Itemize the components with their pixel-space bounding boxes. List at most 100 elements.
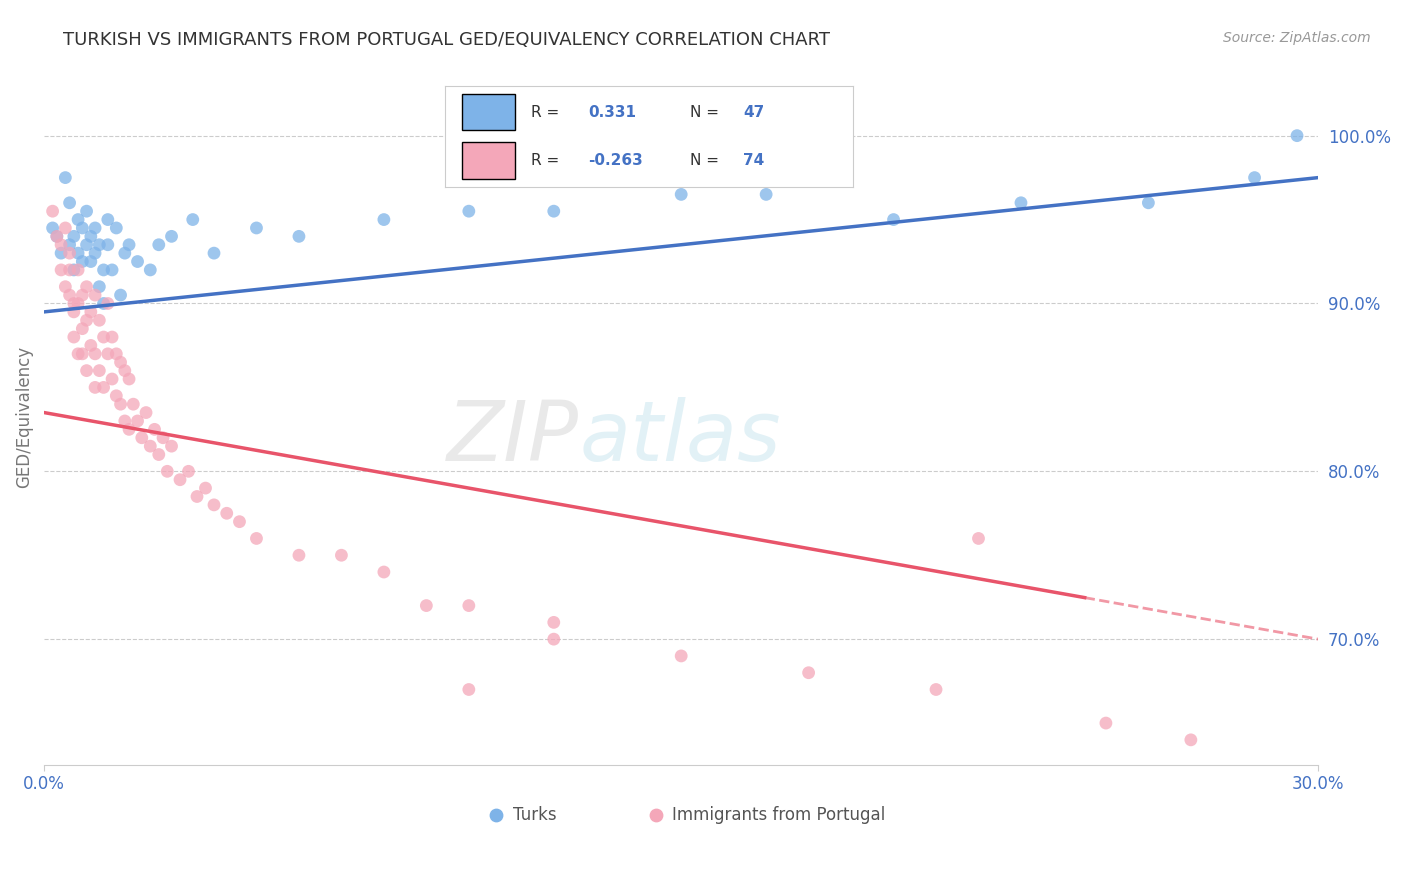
Point bbox=[45, 229, 67, 244]
Point bbox=[152, 431, 174, 445]
Point bbox=[63, 296, 86, 310]
Point bbox=[72, 321, 94, 335]
Point bbox=[101, 330, 124, 344]
Point bbox=[373, 212, 395, 227]
Point bbox=[84, 221, 107, 235]
Point bbox=[148, 448, 170, 462]
Point bbox=[543, 632, 565, 647]
Point bbox=[118, 422, 141, 436]
Point bbox=[72, 221, 94, 235]
Point bbox=[925, 682, 948, 697]
Point bbox=[67, 296, 90, 310]
Point bbox=[194, 481, 217, 495]
Point bbox=[63, 330, 86, 344]
Text: atlas: atlas bbox=[579, 397, 780, 478]
Point bbox=[967, 532, 990, 546]
Point bbox=[1243, 170, 1265, 185]
Point bbox=[114, 414, 136, 428]
Point bbox=[97, 347, 120, 361]
Point bbox=[148, 237, 170, 252]
Y-axis label: GED/Equivalency: GED/Equivalency bbox=[15, 346, 32, 488]
Point bbox=[288, 548, 311, 562]
Point bbox=[93, 263, 115, 277]
Point bbox=[67, 212, 90, 227]
Point bbox=[245, 221, 267, 235]
Point bbox=[139, 263, 162, 277]
Point bbox=[49, 237, 72, 252]
Point bbox=[67, 246, 90, 260]
Point bbox=[215, 506, 238, 520]
Point bbox=[135, 406, 157, 420]
Point bbox=[84, 288, 107, 302]
Point bbox=[1095, 716, 1118, 731]
Point bbox=[101, 263, 124, 277]
Point bbox=[53, 279, 76, 293]
Point bbox=[330, 548, 353, 562]
Text: Immigrants from Portugal: Immigrants from Portugal bbox=[672, 806, 886, 824]
Point bbox=[457, 204, 479, 219]
Point bbox=[97, 296, 120, 310]
Point bbox=[543, 204, 565, 219]
Point bbox=[131, 431, 153, 445]
Point bbox=[669, 187, 692, 202]
Point bbox=[80, 305, 103, 319]
Point bbox=[63, 263, 86, 277]
Point bbox=[76, 279, 98, 293]
Point bbox=[89, 279, 111, 293]
Point bbox=[797, 665, 820, 680]
Point bbox=[122, 397, 145, 411]
Point bbox=[288, 229, 311, 244]
Point bbox=[67, 263, 90, 277]
Point bbox=[49, 263, 72, 277]
Point bbox=[202, 246, 225, 260]
Point bbox=[181, 212, 204, 227]
Point bbox=[669, 648, 692, 663]
Point bbox=[84, 347, 107, 361]
Point bbox=[58, 288, 80, 302]
Point bbox=[543, 615, 565, 630]
Point bbox=[1180, 732, 1202, 747]
Point bbox=[127, 254, 149, 268]
Text: Source: ZipAtlas.com: Source: ZipAtlas.com bbox=[1223, 31, 1371, 45]
Point bbox=[67, 347, 90, 361]
Point bbox=[127, 414, 149, 428]
Text: TURKISH VS IMMIGRANTS FROM PORTUGAL GED/EQUIVALENCY CORRELATION CHART: TURKISH VS IMMIGRANTS FROM PORTUGAL GED/… bbox=[63, 31, 831, 49]
Point bbox=[63, 229, 86, 244]
Point bbox=[80, 254, 103, 268]
Point bbox=[883, 212, 905, 227]
Point bbox=[76, 204, 98, 219]
Point bbox=[63, 305, 86, 319]
Point bbox=[84, 380, 107, 394]
Point bbox=[93, 380, 115, 394]
Point bbox=[76, 237, 98, 252]
Point bbox=[101, 372, 124, 386]
Point bbox=[110, 288, 132, 302]
Point bbox=[160, 439, 183, 453]
Point bbox=[177, 464, 200, 478]
Point bbox=[49, 246, 72, 260]
Point bbox=[110, 355, 132, 369]
Point bbox=[41, 204, 63, 219]
Point bbox=[457, 682, 479, 697]
Point bbox=[72, 254, 94, 268]
Point bbox=[202, 498, 225, 512]
Point bbox=[53, 221, 76, 235]
Point bbox=[415, 599, 437, 613]
Point bbox=[143, 422, 166, 436]
Point bbox=[228, 515, 250, 529]
Point bbox=[58, 237, 80, 252]
Point bbox=[160, 229, 183, 244]
Point bbox=[1010, 195, 1032, 210]
Point bbox=[169, 473, 191, 487]
Point bbox=[76, 363, 98, 377]
Point bbox=[1137, 195, 1160, 210]
Point bbox=[373, 565, 395, 579]
Point bbox=[114, 363, 136, 377]
Point bbox=[80, 229, 103, 244]
Point bbox=[89, 363, 111, 377]
Point bbox=[89, 237, 111, 252]
Point bbox=[58, 246, 80, 260]
Point bbox=[97, 237, 120, 252]
Point bbox=[118, 237, 141, 252]
Point bbox=[45, 229, 67, 244]
